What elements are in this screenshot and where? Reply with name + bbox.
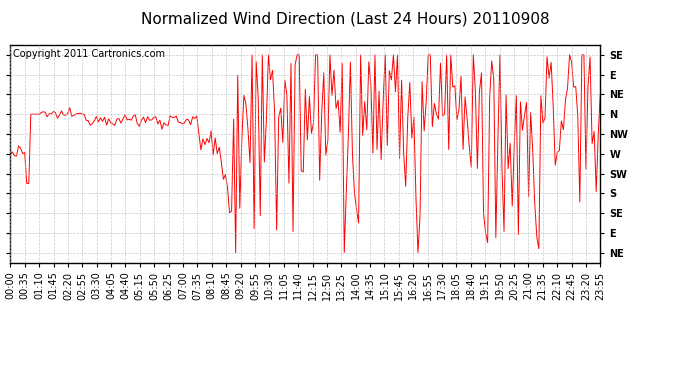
Text: Normalized Wind Direction (Last 24 Hours) 20110908: Normalized Wind Direction (Last 24 Hours… [141,11,549,26]
Text: Copyright 2011 Cartronics.com: Copyright 2011 Cartronics.com [13,50,166,59]
